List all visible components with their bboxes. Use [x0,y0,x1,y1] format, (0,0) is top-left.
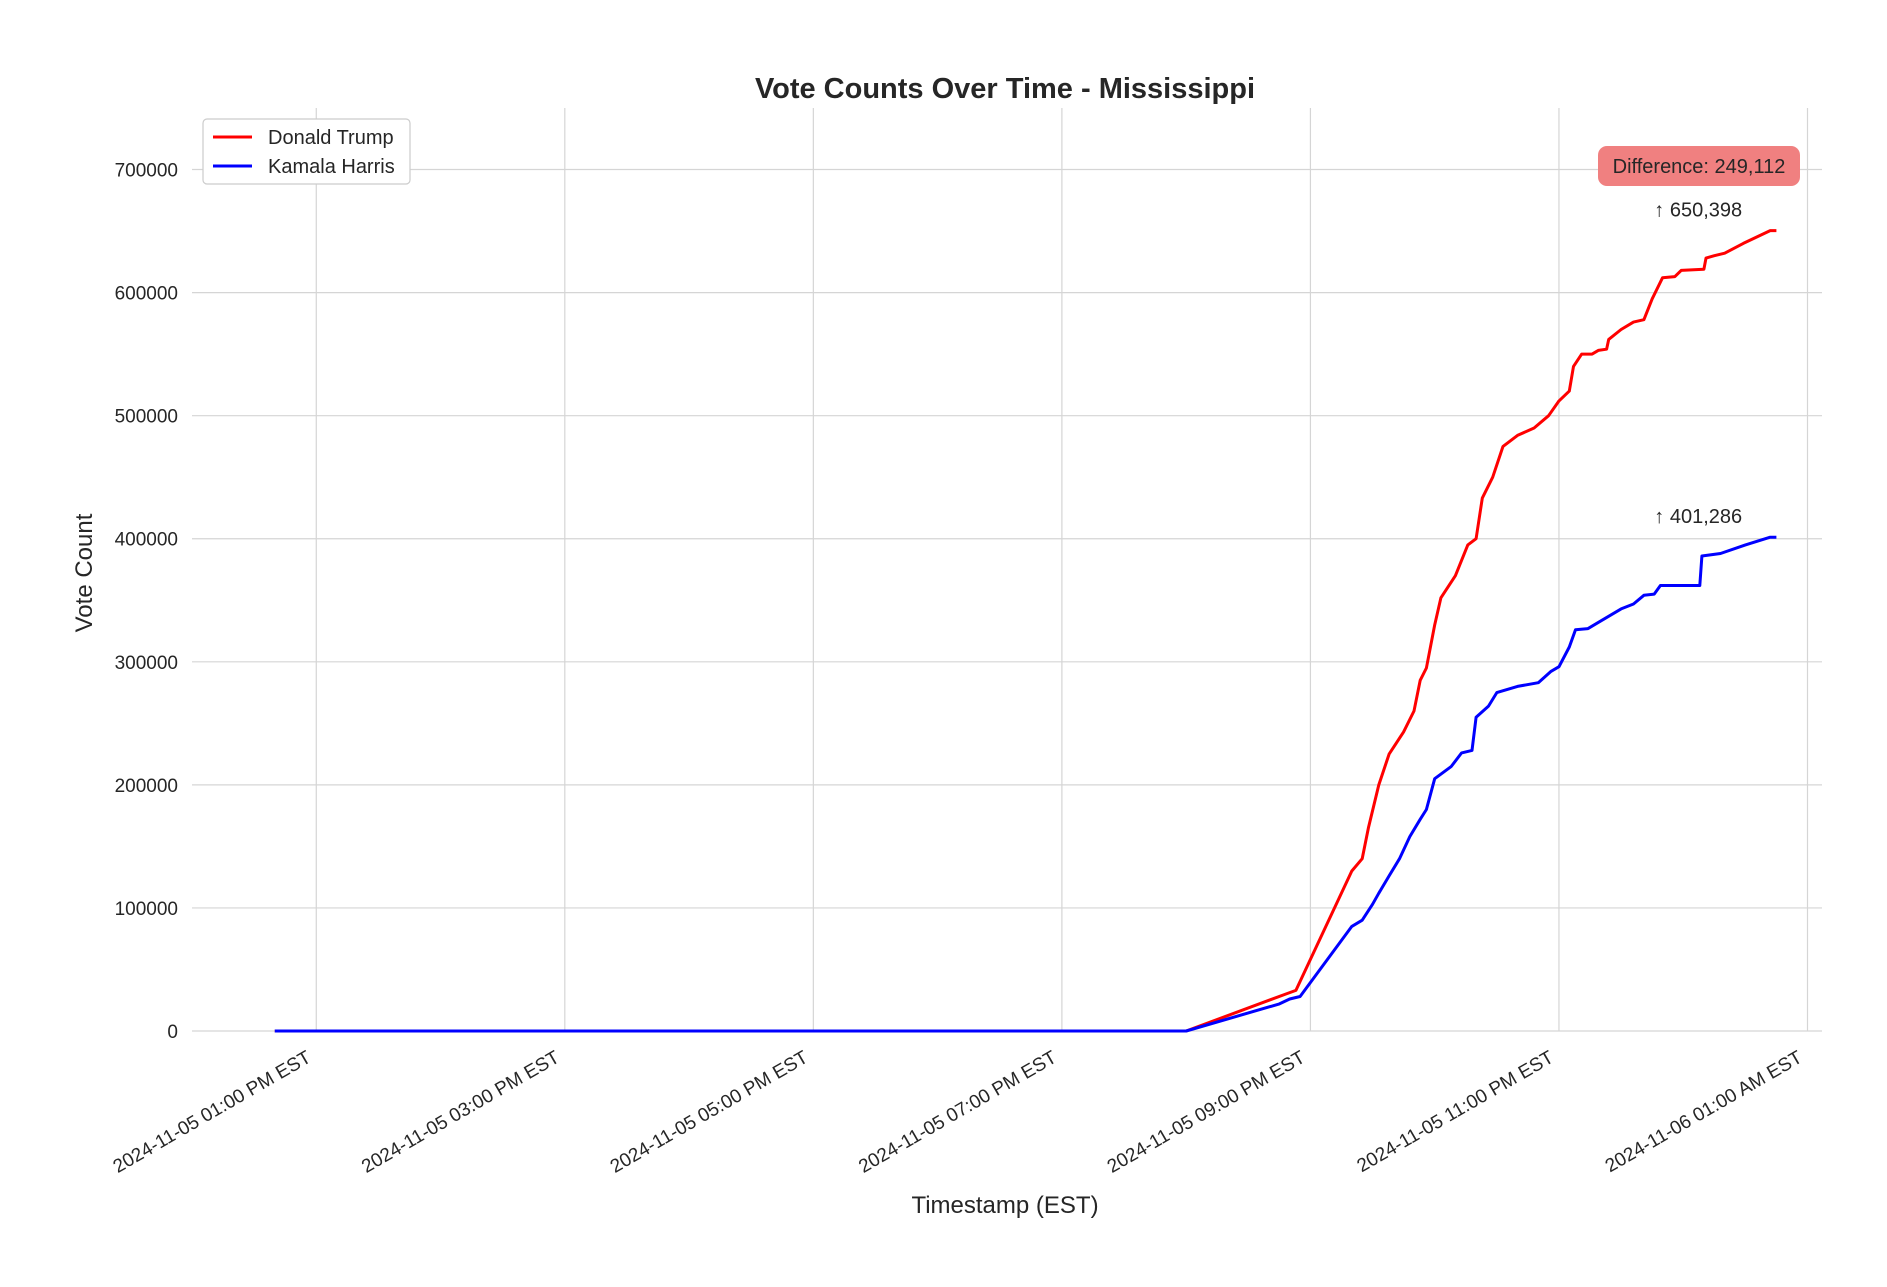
y-tick-label: 0 [167,1022,178,1043]
y-tick-labels: 0 100000 200000 300000 400000 500000 600000 700… [115,161,178,1043]
y-axis-label: Vote Count [71,513,98,632]
x-gridlines [315,108,1809,1031]
value-annotation: ↑ 401,286 [1654,506,1742,528]
x-axis-label: Timestamp (EST) [911,1192,1098,1219]
series-lines [274,229,1777,1033]
value-annotation: ↑ 650,398 [1654,200,1742,222]
y-tick-label: 200000 [115,776,178,797]
difference-box [1598,146,1800,186]
value-annotations: ↑ 650,398 ↑ 401,286 [1654,200,1742,529]
legend-box [202,118,411,185]
y-tick-label: 500000 [115,407,178,428]
legend: Donald Trump Kamala Harris [202,118,411,185]
y-tick-label: 600000 [115,284,178,305]
series-line-donald-trump [274,229,1777,1033]
legend-label-kamala-harris: Kamala Harris [268,156,395,178]
y-tick-label: 300000 [115,653,178,674]
chart-title: Vote Counts Over Time - Mississippi [755,73,1255,105]
y-tick-label: 100000 [115,899,178,920]
difference-callout: Difference: 249,112 [1598,146,1800,186]
difference-label: Difference: 249,112 [1613,156,1786,178]
legend-label-donald-trump: Donald Trump [268,127,394,149]
series-line-kamala-harris [274,535,1777,1033]
y-tick-label: 700000 [115,161,178,182]
y-tick-label: 400000 [115,530,178,551]
